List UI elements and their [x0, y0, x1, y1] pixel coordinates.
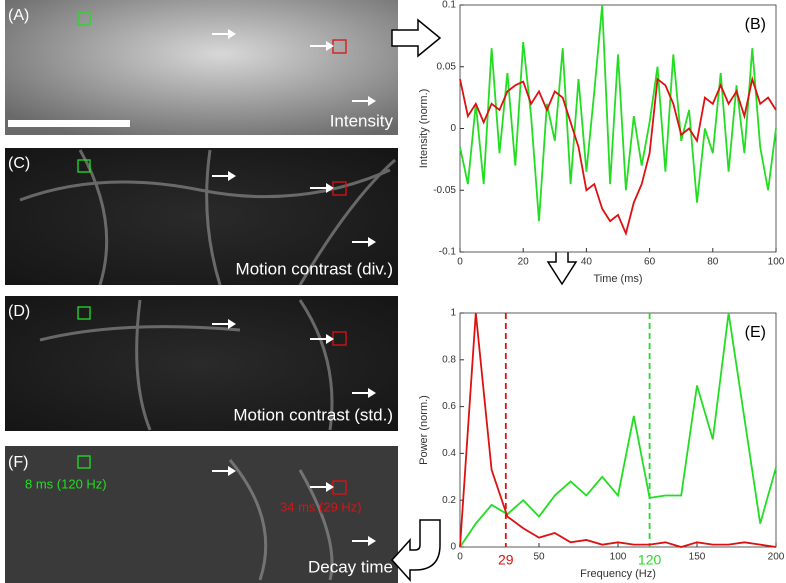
series-line — [459, 4, 777, 222]
panel-label: (E) — [745, 324, 766, 341]
annotation: 34 ms (29 Hz) — [280, 499, 362, 514]
image-a — [5, 0, 398, 135]
panel-label: (D) — [8, 303, 30, 320]
y-tick-label: 1 — [450, 308, 456, 319]
panel-caption: Motion contrast (div.) — [236, 259, 393, 278]
y-tick-label: -0.05 — [433, 185, 456, 196]
marker-label: 120 — [638, 552, 662, 568]
y-tick-label: -0.1 — [439, 247, 457, 258]
x-tick-label: 50 — [533, 552, 545, 563]
x-tick-label: 80 — [707, 257, 719, 268]
x-tick-label: 60 — [644, 257, 656, 268]
x-tick-label: 40 — [581, 257, 593, 268]
y-tick-label: 0.8 — [442, 354, 456, 365]
image-c — [5, 148, 398, 285]
panel-label: (F) — [8, 454, 28, 471]
scale-bar — [8, 120, 130, 127]
arrows — [212, 29, 376, 546]
y-tick-label: 0.1 — [442, 0, 456, 11]
y-tick-label: 0.05 — [437, 61, 457, 72]
x-tick-label: 0 — [457, 257, 463, 268]
x-axis-label: Time (ms) — [593, 273, 642, 285]
y-tick-label: 0.2 — [442, 495, 456, 506]
x-axis-label: Frequency (Hz) — [580, 568, 656, 580]
y-tick-label: 0 — [450, 123, 456, 134]
panel-label: (B) — [745, 16, 766, 33]
y-axis-label: Intensity (norm.) — [418, 89, 430, 168]
x-tick-label: 100 — [610, 552, 627, 563]
y-tick-label: 0.4 — [442, 448, 456, 459]
plot-area — [459, 312, 777, 548]
x-tick-label: 150 — [689, 552, 706, 563]
series-line — [459, 312, 777, 548]
marker-label: 29 — [498, 552, 514, 568]
x-tick-label: 100 — [768, 257, 785, 268]
vessels — [19, 149, 396, 581]
x-tick-label: 200 — [768, 552, 785, 563]
panel-caption: Decay time — [308, 557, 393, 576]
y-axis-label: Power (norm.) — [418, 395, 430, 465]
annotation: 8 ms (120 Hz) — [25, 476, 107, 491]
x-tick-label: 20 — [518, 257, 530, 268]
panel-caption: Motion contrast (std.) — [233, 405, 393, 424]
panel-caption: Intensity — [330, 111, 394, 130]
panel-label: (A) — [8, 7, 29, 24]
panel-label: (C) — [8, 155, 30, 172]
y-tick-label: 0.6 — [442, 401, 456, 412]
y-tick-label: 0 — [450, 542, 456, 553]
series-line — [459, 75, 777, 237]
series-line — [459, 312, 777, 548]
x-tick-label: 0 — [457, 552, 463, 563]
